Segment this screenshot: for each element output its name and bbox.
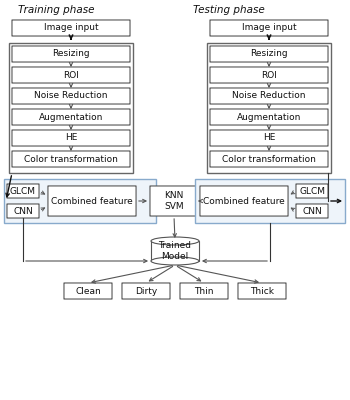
FancyBboxPatch shape bbox=[7, 204, 39, 218]
Text: Testing phase: Testing phase bbox=[193, 5, 265, 15]
FancyBboxPatch shape bbox=[195, 179, 345, 223]
FancyBboxPatch shape bbox=[210, 109, 328, 125]
FancyBboxPatch shape bbox=[150, 186, 198, 216]
FancyBboxPatch shape bbox=[200, 186, 288, 216]
FancyBboxPatch shape bbox=[210, 151, 328, 167]
Text: KNN
SVM: KNN SVM bbox=[164, 191, 184, 211]
Text: Image input: Image input bbox=[44, 24, 98, 32]
FancyBboxPatch shape bbox=[180, 283, 228, 299]
FancyBboxPatch shape bbox=[210, 20, 328, 36]
Text: Image input: Image input bbox=[242, 24, 296, 32]
Text: HE: HE bbox=[263, 134, 275, 142]
Text: Color transformation: Color transformation bbox=[24, 154, 118, 164]
FancyBboxPatch shape bbox=[210, 46, 328, 62]
Text: Augmentation: Augmentation bbox=[39, 112, 103, 122]
FancyBboxPatch shape bbox=[12, 109, 130, 125]
FancyBboxPatch shape bbox=[9, 43, 133, 173]
Text: Combined feature: Combined feature bbox=[51, 196, 133, 206]
FancyBboxPatch shape bbox=[296, 204, 328, 218]
Text: Augmentation: Augmentation bbox=[237, 112, 301, 122]
FancyBboxPatch shape bbox=[12, 151, 130, 167]
Text: ROI: ROI bbox=[261, 70, 277, 80]
FancyBboxPatch shape bbox=[64, 283, 112, 299]
Text: HE: HE bbox=[65, 134, 77, 142]
Text: Trained
Model: Trained Model bbox=[159, 241, 191, 261]
FancyBboxPatch shape bbox=[12, 67, 130, 83]
FancyBboxPatch shape bbox=[238, 283, 286, 299]
Text: Thick: Thick bbox=[250, 286, 274, 296]
Ellipse shape bbox=[151, 257, 199, 265]
FancyBboxPatch shape bbox=[12, 130, 130, 146]
FancyBboxPatch shape bbox=[210, 130, 328, 146]
Text: Noise Reduction: Noise Reduction bbox=[34, 92, 108, 100]
Text: Training phase: Training phase bbox=[18, 5, 94, 15]
Text: GLCM: GLCM bbox=[10, 186, 36, 196]
Ellipse shape bbox=[151, 237, 199, 245]
Text: Thin: Thin bbox=[194, 286, 214, 296]
Text: Dirty: Dirty bbox=[135, 286, 157, 296]
FancyBboxPatch shape bbox=[122, 283, 170, 299]
FancyBboxPatch shape bbox=[207, 43, 331, 173]
FancyBboxPatch shape bbox=[7, 184, 39, 198]
FancyBboxPatch shape bbox=[12, 20, 130, 36]
FancyBboxPatch shape bbox=[48, 186, 136, 216]
Text: Color transformation: Color transformation bbox=[222, 154, 316, 164]
FancyBboxPatch shape bbox=[12, 46, 130, 62]
FancyBboxPatch shape bbox=[151, 241, 199, 261]
Text: GLCM: GLCM bbox=[299, 186, 325, 196]
FancyBboxPatch shape bbox=[210, 88, 328, 104]
Text: Noise Reduction: Noise Reduction bbox=[232, 92, 306, 100]
Text: CNN: CNN bbox=[13, 206, 33, 216]
Text: Clean: Clean bbox=[75, 286, 101, 296]
Text: ROI: ROI bbox=[63, 70, 79, 80]
Text: Combined feature: Combined feature bbox=[203, 196, 285, 206]
Text: Resizing: Resizing bbox=[52, 50, 90, 58]
Text: Resizing: Resizing bbox=[250, 50, 288, 58]
FancyBboxPatch shape bbox=[4, 179, 156, 223]
FancyBboxPatch shape bbox=[296, 184, 328, 198]
Text: CNN: CNN bbox=[302, 206, 322, 216]
FancyBboxPatch shape bbox=[12, 88, 130, 104]
FancyBboxPatch shape bbox=[210, 67, 328, 83]
